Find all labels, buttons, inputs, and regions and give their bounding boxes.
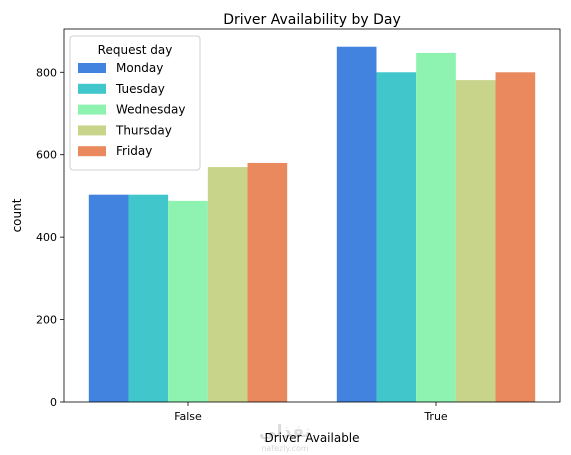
x-axis-label: Driver Available: [264, 431, 359, 445]
y-tick-label: 0: [50, 396, 57, 409]
bar-friday-true: [495, 72, 536, 402]
bar-thursday-true: [455, 80, 496, 403]
bar-wednesday-true: [416, 52, 456, 403]
bar-monday-false: [88, 194, 129, 402]
legend-label-thursday: Thursday: [115, 123, 172, 137]
watermark-band: [210, 418, 370, 455]
legend-label-tuesday: Tuesday: [115, 82, 165, 96]
watermark-subtext: nafezly.com: [261, 444, 309, 453]
legend-label-wednesday: Wednesday: [116, 103, 185, 117]
y-tick-label: 600: [36, 149, 57, 162]
legend-title: Request day: [98, 43, 173, 57]
legend-swatch-tuesday: [78, 83, 106, 94]
y-tick-label: 800: [36, 66, 57, 79]
bar-wednesday-false: [168, 200, 208, 402]
x-tick-label: False: [174, 410, 202, 423]
legend-swatch-thursday: [78, 125, 106, 136]
bar-thursday-false: [207, 167, 248, 402]
x-axis: False True: [174, 402, 448, 423]
bars-group: [88, 46, 536, 403]
y-tick-label: 400: [36, 231, 57, 244]
bar-tuesday-true: [376, 72, 417, 402]
plot-frame: [63, 28, 561, 403]
x-tick-label: True: [423, 410, 448, 423]
chart-title: Driver Availability by Day: [223, 12, 401, 28]
bar-friday-false: [247, 162, 288, 402]
legend-label-monday: Monday: [116, 61, 163, 75]
y-axis: 0 200 400 600 800: [36, 66, 64, 409]
y-tick-label: 200: [36, 314, 57, 327]
legend-label-friday: Friday: [116, 144, 152, 158]
watermark-text: نفذلي: [259, 422, 311, 442]
bar-tuesday-false: [128, 194, 169, 402]
bar-monday-true: [336, 46, 377, 402]
legend-swatch-friday: [78, 146, 106, 157]
watermark: نفذلي nafezly.com: [210, 418, 370, 455]
legend-swatch-monday: [78, 63, 106, 73]
y-axis-label: count: [10, 198, 24, 232]
legend-swatch-wednesday: [78, 104, 106, 115]
legend: Request day Monday Tuesday Wednesday Thursd…: [69, 35, 201, 171]
